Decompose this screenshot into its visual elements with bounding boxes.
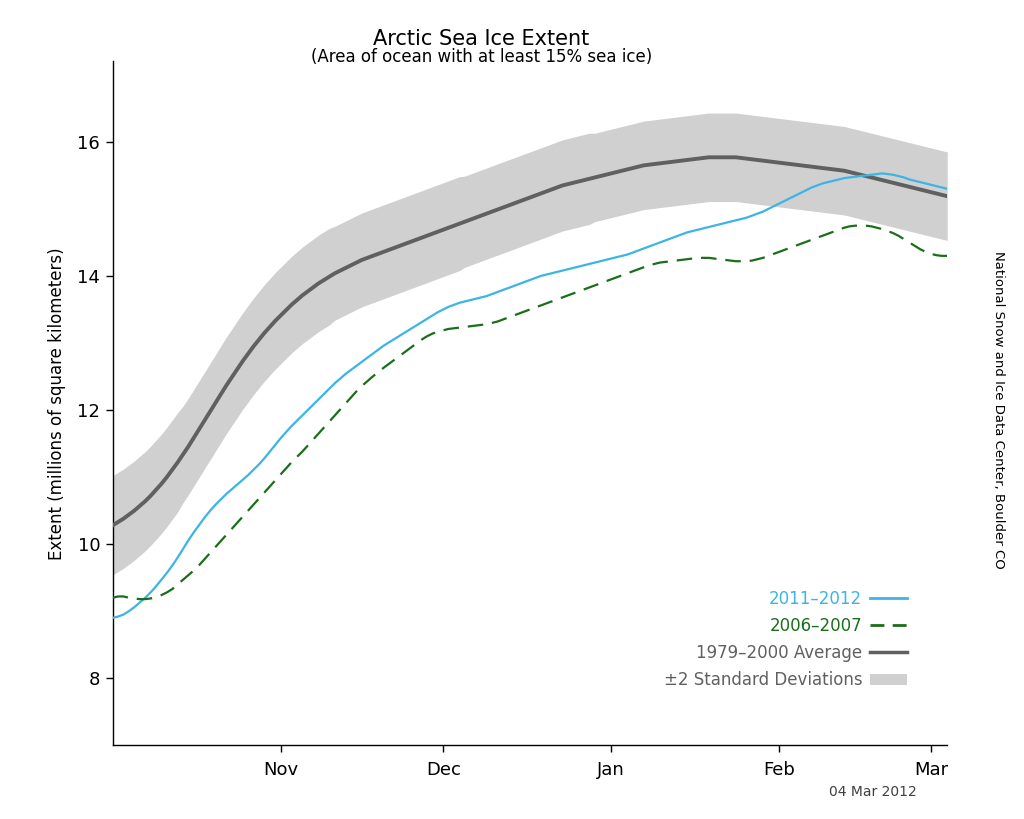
Y-axis label: Extent (millions of square kilometers): Extent (millions of square kilometers) (48, 247, 67, 559)
Text: 04 Mar 2012: 04 Mar 2012 (828, 785, 916, 799)
Text: (Area of ocean with at least 15% sea ice): (Area of ocean with at least 15% sea ice… (310, 48, 652, 66)
Text: Arctic Sea Ice Extent: Arctic Sea Ice Extent (373, 29, 590, 48)
Legend: 2011–2012, 2006–2007, 1979–2000 Average, ±2 Standard Deviations: 2011–2012, 2006–2007, 1979–2000 Average,… (656, 583, 913, 696)
Text: National Snow and Ice Data Center, Boulder CO: National Snow and Ice Data Center, Bould… (992, 251, 1005, 568)
